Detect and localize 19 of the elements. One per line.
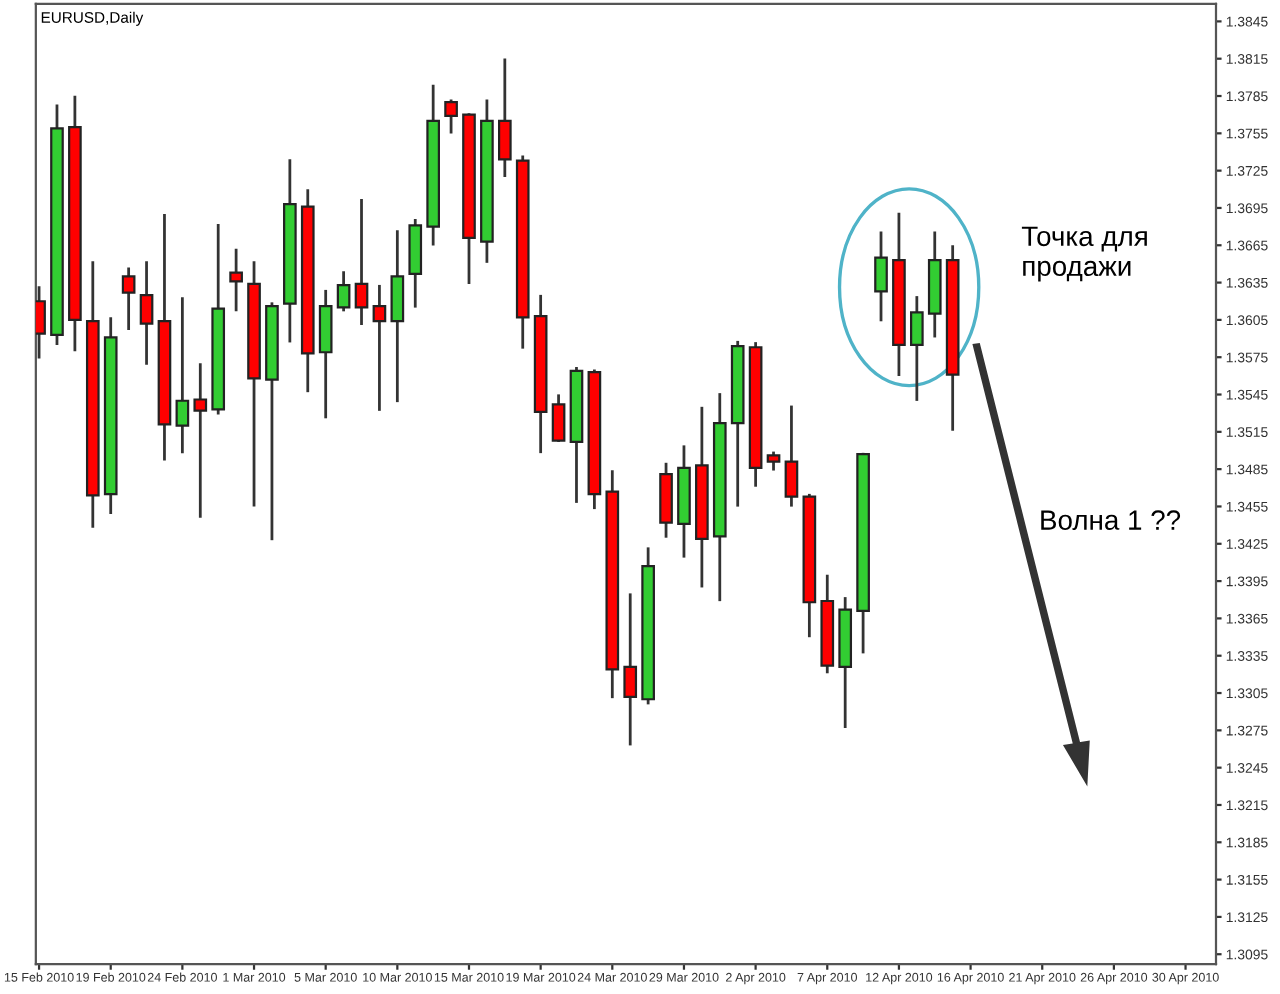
candlestick: [390, 230, 405, 403]
candlestick: [623, 593, 638, 746]
annotation: Волна 1 ??: [1041, 510, 1181, 530]
candlestick: [318, 289, 333, 419]
candlestick: [874, 231, 888, 322]
candlestick: [193, 363, 208, 518]
candlestick: [784, 405, 799, 507]
candlestick: [372, 284, 387, 411]
candlestick: [497, 58, 512, 178]
candlestick: [175, 297, 190, 454]
candlestick: [229, 248, 243, 312]
candlestick: [551, 394, 566, 442]
candlestick: [139, 261, 154, 365]
candlestick: [121, 267, 136, 330]
candlestick: [354, 199, 369, 326]
candlestick: [444, 99, 458, 134]
annotation: Точка для продажи: [1021, 226, 1147, 282]
candlestick: [336, 271, 351, 312]
candlestick: [910, 296, 924, 401]
